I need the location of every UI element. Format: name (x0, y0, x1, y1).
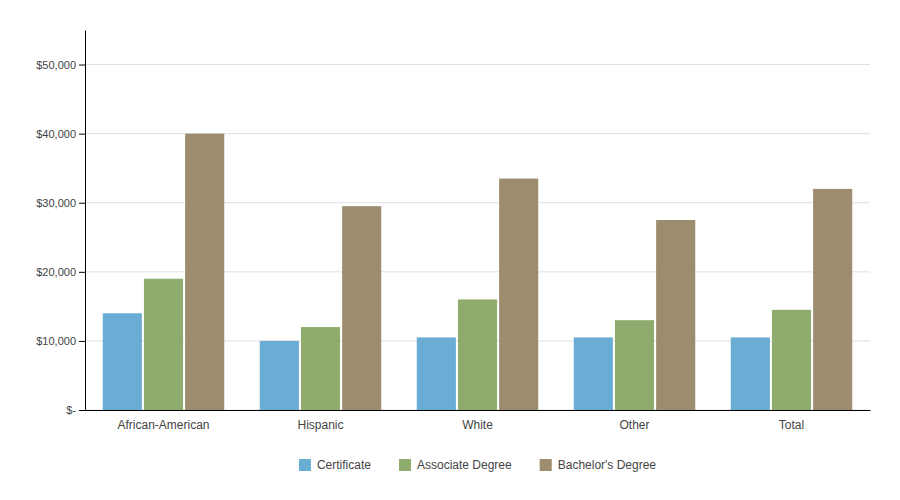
y-tick-label: $20,000 (36, 266, 76, 278)
bar (731, 337, 770, 410)
y-tick-mark (79, 203, 85, 204)
y-tick-label: $- (66, 404, 76, 416)
legend-swatch (540, 459, 552, 471)
y-tick: $- (66, 404, 85, 416)
bar (342, 206, 381, 410)
legend-label: Certificate (317, 458, 371, 472)
legend-item: Bachelor's Degree (540, 458, 657, 472)
bar (458, 299, 497, 410)
x-tick-label: African-American (117, 418, 209, 432)
bar (185, 134, 224, 410)
chart-container: $- $10,000 $20,000 $30,000 $40,000 $50,000 Afr… (0, 0, 900, 500)
x-tick-label: Other (619, 418, 649, 432)
y-tick-mark (79, 134, 85, 135)
legend-item: Certificate (299, 458, 371, 472)
y-tick: $50,000 (36, 59, 85, 71)
bar-series (185, 134, 852, 410)
y-tick-label: $40,000 (36, 128, 76, 140)
y-tick-mark (79, 341, 85, 342)
y-tick: $10,000 (36, 335, 85, 347)
y-tick-mark (79, 410, 85, 411)
bar (615, 320, 654, 410)
legend-swatch (299, 459, 311, 471)
bar (499, 179, 538, 410)
y-tick-label: $30,000 (36, 197, 76, 209)
x-tick: Other (619, 418, 649, 432)
bar (144, 279, 183, 410)
y-tick-mark (79, 272, 85, 273)
legend-label: Associate Degree (417, 458, 512, 472)
bar-series (144, 279, 811, 410)
y-tick: $20,000 (36, 266, 85, 278)
legend: Certificate Associate Degree Bachelor's De… (299, 458, 656, 472)
x-tick: Total (779, 418, 804, 432)
x-tick-label: White (462, 418, 493, 432)
bar (301, 327, 340, 410)
x-tick-label: Total (779, 418, 804, 432)
x-tick-label: Hispanic (297, 418, 343, 432)
grid (85, 65, 870, 410)
bar (772, 310, 811, 410)
bar (574, 337, 613, 410)
y-tick-label: $50,000 (36, 59, 76, 71)
bar (417, 337, 456, 410)
x-tick: Hispanic (297, 418, 343, 432)
x-axis: African-American Hispanic White Other Total (86, 411, 871, 432)
y-axis-line (85, 31, 86, 411)
legend-label: Bachelor's Degree (558, 458, 657, 472)
chart-svg: $- $10,000 $20,000 $30,000 $40,000 $50,000 Afr… (0, 0, 900, 500)
y-axis: $- $10,000 $20,000 $30,000 $40,000 $50,000 (36, 31, 85, 417)
x-tick: African-American (117, 418, 209, 432)
plot-area: $- $10,000 $20,000 $30,000 $40,000 $50,000 Afr… (36, 31, 870, 432)
y-tick: $30,000 (36, 197, 85, 209)
y-tick-mark (79, 65, 85, 66)
grid-line (85, 64, 870, 65)
bars (103, 134, 852, 410)
bar (260, 341, 299, 410)
legend-swatch (399, 459, 411, 471)
bar (656, 220, 695, 410)
x-tick: White (462, 418, 493, 432)
x-axis-line (86, 410, 871, 411)
bar (813, 189, 852, 410)
y-tick: $40,000 (36, 128, 85, 140)
legend-item: Associate Degree (399, 458, 512, 472)
y-tick-label: $10,000 (36, 335, 76, 347)
bar (103, 313, 142, 410)
